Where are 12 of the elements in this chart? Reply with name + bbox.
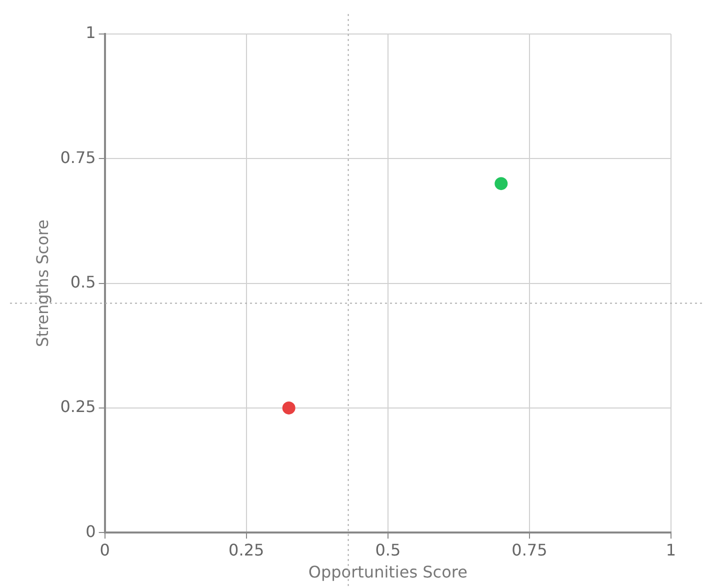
y-axis-title: Strengths Score [32, 220, 52, 348]
x-tick-label: 0.75 [512, 540, 548, 560]
x-tick-label: 1 [666, 540, 676, 560]
x-axis-title: Opportunities Score [308, 562, 468, 582]
x-tick-label: 0 [100, 540, 110, 560]
x-tick-label: 0.5 [375, 540, 401, 560]
y-tick-label: 0.75 [60, 148, 96, 167]
x-tick-label: 0.25 [228, 540, 264, 560]
y-tick-label: 0.25 [60, 397, 96, 416]
y-tick-label: 0 [86, 522, 96, 541]
y-tick-label: 0.5 [70, 272, 96, 292]
y-tick-label: 1 [86, 23, 96, 42]
